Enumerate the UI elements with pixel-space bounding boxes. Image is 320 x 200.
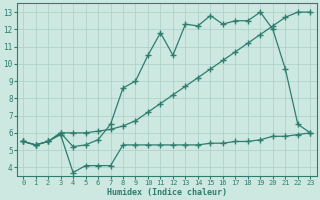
X-axis label: Humidex (Indice chaleur): Humidex (Indice chaleur) (107, 188, 227, 197)
